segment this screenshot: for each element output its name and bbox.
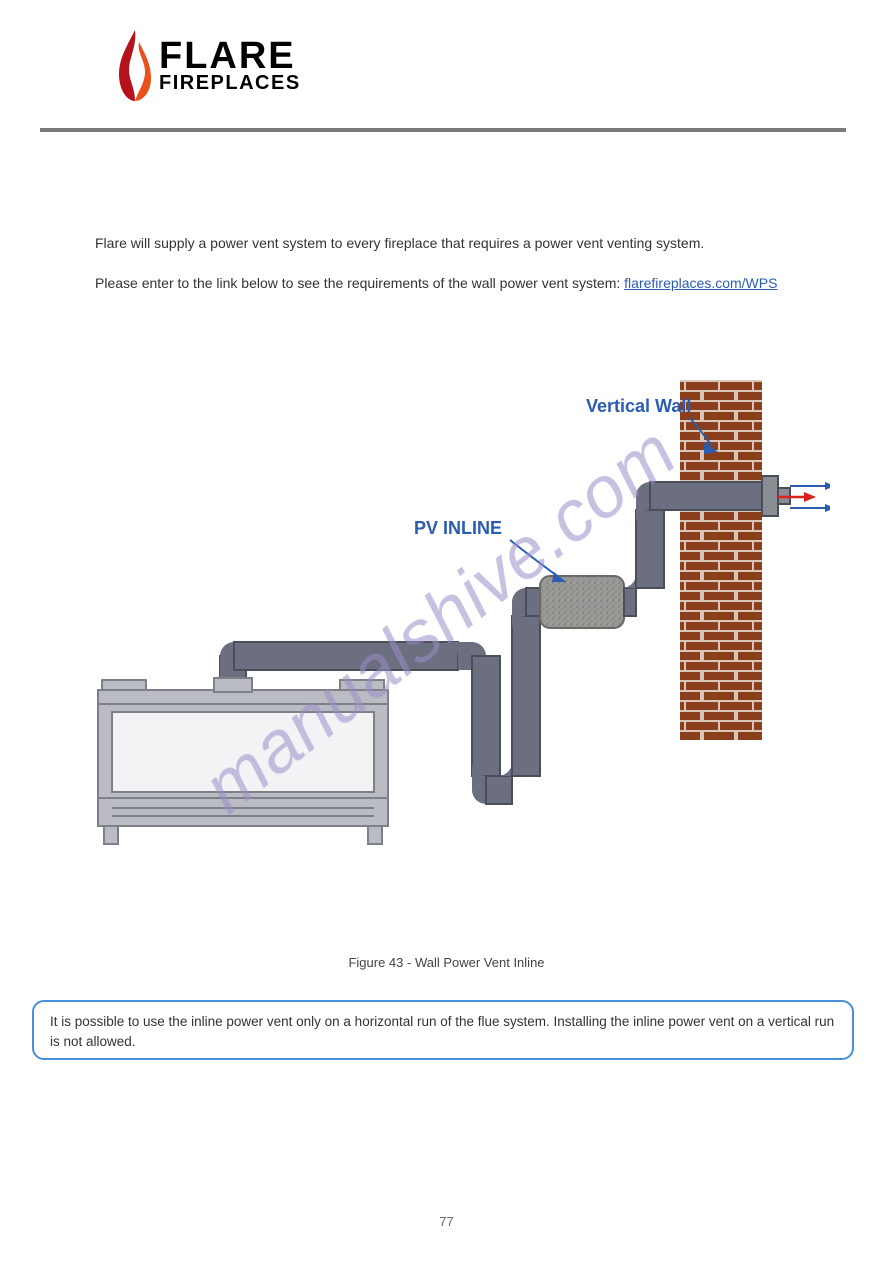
pv-inline-unit [540, 576, 624, 628]
flame-icon [115, 28, 155, 103]
intro-paragraph-2: Please enter to the link below to see th… [95, 272, 795, 294]
logo-line-1: FLARE [159, 38, 301, 74]
info-callout: It is possible to use the inline power v… [32, 1000, 854, 1060]
intro-paragraph-1: Flare will supply a power vent system to… [95, 232, 795, 254]
vertical-wall [680, 380, 762, 740]
brand-logo: FLARE FIREPLACES [115, 28, 845, 103]
logo-text: FLARE FIREPLACES [159, 38, 301, 93]
label-pv-inline: PV INLINE [414, 518, 502, 539]
page-number: 77 [0, 1214, 893, 1229]
label-vertical-wall: Vertical Wall [586, 396, 691, 417]
fireplace-unit [98, 678, 388, 844]
page-header: FLARE FIREPLACES [115, 28, 845, 103]
exhaust-arrows [778, 482, 830, 512]
p2-prefix: Please enter to the link below to see th… [95, 275, 624, 291]
wps-link[interactable]: flarefireplaces.com/WPS [624, 275, 777, 291]
header-divider [40, 128, 846, 132]
figure-caption: Figure 43 - Wall Power Vent Inline [0, 955, 893, 970]
figure-wall-power-vent: PV INLINE Vertical Wall [90, 360, 830, 860]
logo-line-2: FIREPLACES [159, 74, 301, 93]
diagram-svg [90, 360, 830, 860]
